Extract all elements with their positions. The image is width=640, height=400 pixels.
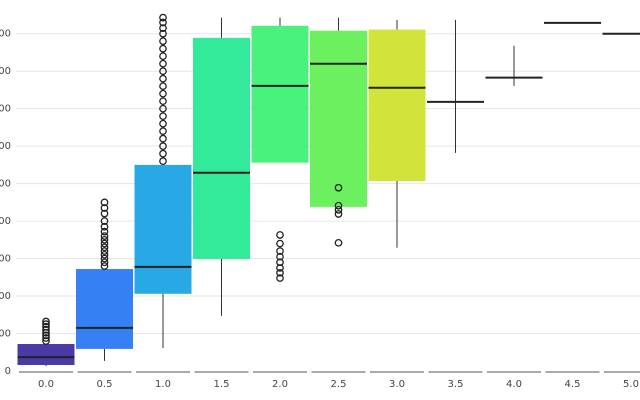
box (76, 269, 133, 349)
x-tick-label: 0.0 (38, 379, 54, 390)
box (368, 29, 426, 182)
outlier (100, 243, 109, 252)
outlier (100, 250, 109, 259)
outlier (159, 24, 167, 32)
outlier (100, 254, 109, 263)
outlier (334, 210, 343, 218)
outlier (276, 264, 284, 272)
x-tick-label: 2.5 (331, 379, 347, 390)
box (193, 37, 250, 259)
y-tick-label: 400 (0, 216, 11, 227)
outlier (159, 157, 167, 165)
x-tick-label: 3.5 (448, 379, 464, 390)
x-tick-label: 5.0 (623, 379, 639, 390)
outlier (42, 331, 50, 340)
outlier (159, 149, 167, 158)
outlier (42, 337, 50, 345)
x-tick-label: 1.5 (214, 379, 230, 390)
outlier (159, 29, 167, 38)
outlier (276, 268, 284, 277)
outlier (159, 134, 167, 143)
outlier (334, 201, 343, 210)
outlier (100, 232, 109, 240)
box (17, 344, 75, 366)
outlier (159, 18, 167, 27)
outlier (159, 97, 167, 106)
outlier (42, 325, 50, 334)
y-tick-label: 700 (0, 104, 11, 115)
outlier (159, 82, 167, 91)
outlier (100, 209, 109, 218)
outlier (100, 227, 109, 236)
outlier (159, 44, 167, 53)
box (310, 30, 367, 207)
outlier (159, 67, 167, 76)
outlier (159, 52, 167, 61)
x-tick-label: 4.5 (565, 379, 581, 390)
outlier (276, 247, 284, 255)
x-tick-label: 3.0 (389, 379, 405, 390)
x-tick-label: 2.0 (272, 379, 288, 390)
y-tick-label: 500 (0, 179, 11, 190)
outlier (159, 119, 167, 128)
outlier (100, 217, 109, 225)
x-tick-label: 1.0 (155, 379, 171, 390)
outlier (276, 239, 284, 248)
y-tick-label: 800 (0, 66, 11, 77)
outlier (42, 322, 50, 331)
outlier (276, 252, 284, 261)
outlier (159, 104, 167, 113)
outlier (159, 112, 167, 121)
outlier (159, 142, 167, 151)
outlier (159, 127, 167, 136)
outlier (100, 262, 109, 270)
outlier (100, 258, 109, 267)
outlier (276, 274, 284, 282)
outlier (159, 59, 167, 68)
y-tick-label: 100 (0, 329, 11, 340)
y-tick-label: 900 (0, 29, 11, 40)
outlier (100, 247, 109, 255)
outlier (334, 238, 343, 247)
outlier (159, 13, 167, 22)
outlier (334, 206, 343, 214)
outlier (42, 334, 50, 342)
outlier (159, 37, 167, 46)
outlier (334, 183, 343, 192)
y-tick-label: 300 (0, 254, 11, 265)
outlier (159, 74, 167, 83)
outlier (42, 320, 50, 329)
outlier (100, 204, 109, 212)
outlier (100, 198, 109, 207)
outlier (159, 89, 167, 98)
y-tick-label: 200 (0, 291, 11, 302)
x-tick-label: 4.0 (506, 379, 522, 390)
outlier (100, 239, 109, 248)
outlier (100, 235, 109, 244)
y-tick-label: 0 (5, 366, 11, 377)
outlier (100, 222, 109, 231)
x-tick-label: 0.5 (97, 379, 113, 390)
box (134, 164, 192, 294)
y-tick-label: 600 (0, 141, 11, 152)
outlier (276, 258, 284, 267)
outlier (42, 317, 50, 326)
box (251, 25, 309, 163)
outlier (276, 231, 284, 239)
